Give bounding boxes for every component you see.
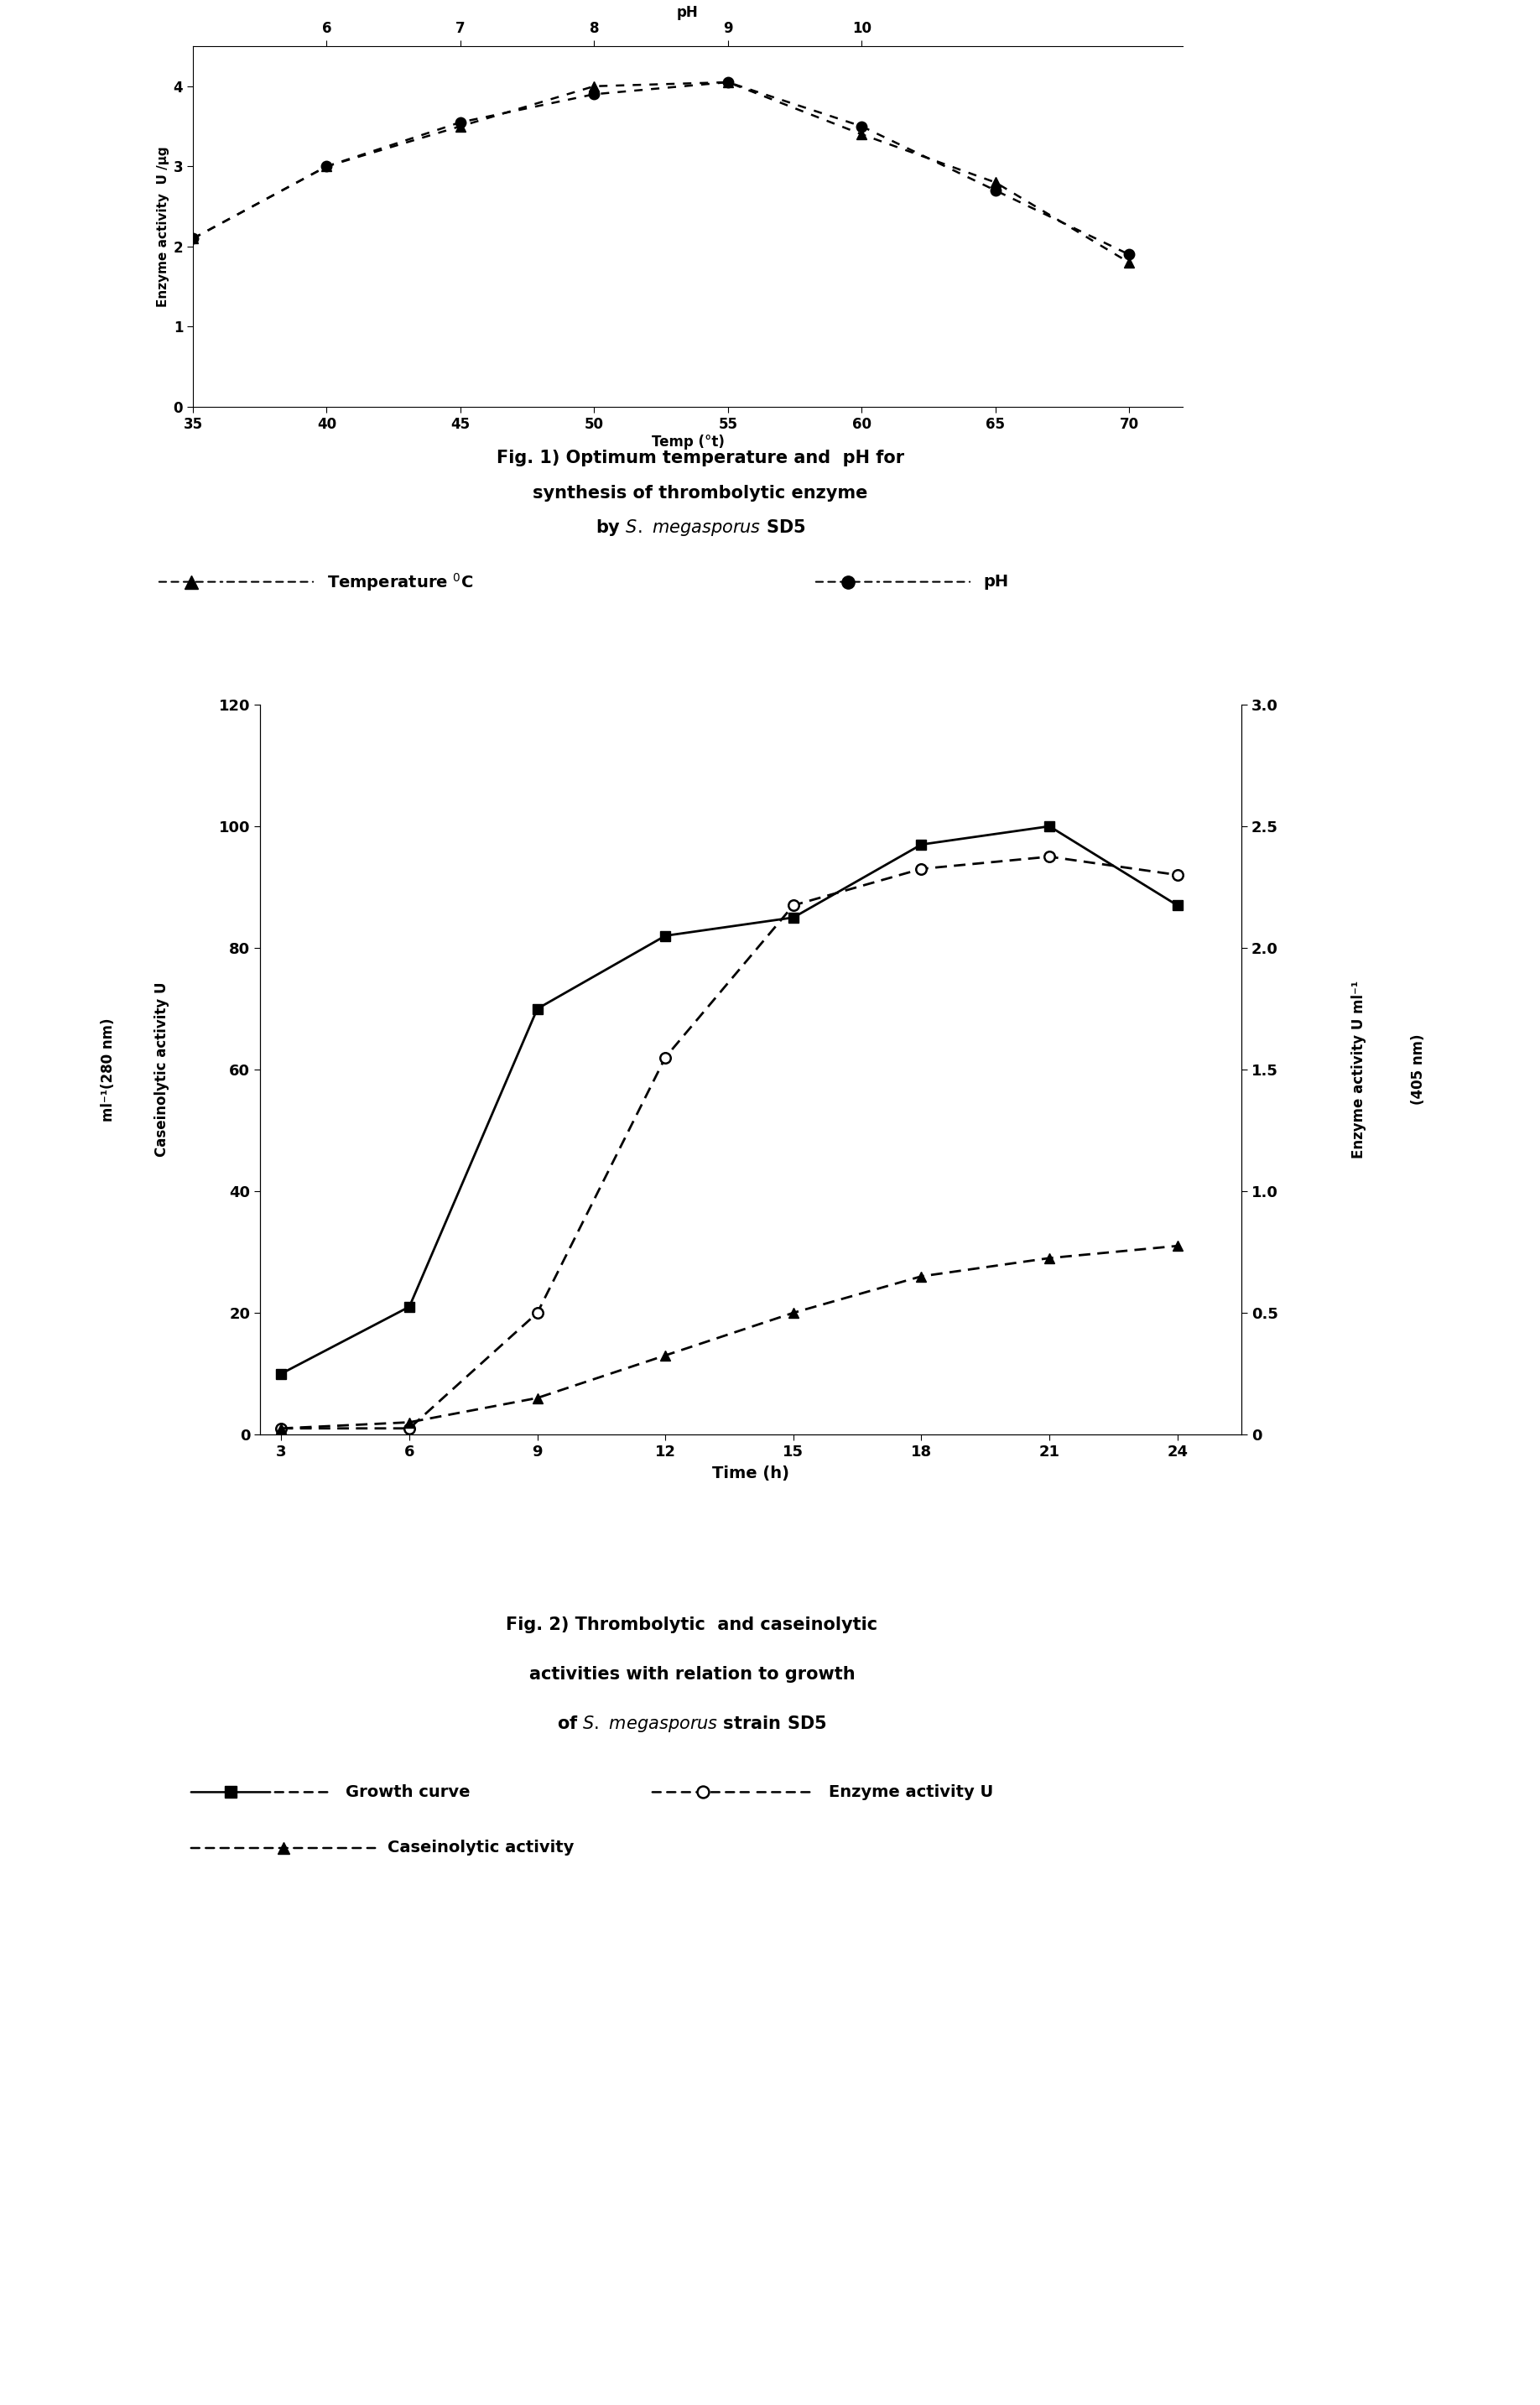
Text: (405 nm): (405 nm) (1411, 1034, 1426, 1104)
X-axis label: Temp (°t): Temp (°t) (651, 435, 724, 450)
X-axis label: pH: pH (678, 5, 699, 19)
Text: synthesis of thrombolytic enzyme: synthesis of thrombolytic enzyme (533, 486, 869, 503)
Text: Temperature $^0$C: Temperature $^0$C (326, 570, 473, 592)
Text: of $\mathit{S.}$ $\mathit{megasporus}$ strain SD5: of $\mathit{S.}$ $\mathit{megasporus}$ s… (557, 1715, 827, 1734)
Text: Growth curve: Growth curve (347, 1785, 471, 1799)
Text: Fig. 2) Thrombolytic  and caseinolytic: Fig. 2) Thrombolytic and caseinolytic (507, 1616, 878, 1633)
Text: by $\mathit{S.}$ $\mathit{megasporus}$ SD5: by $\mathit{S.}$ $\mathit{megasporus}$ S… (596, 517, 805, 539)
Text: ml⁻¹(280 nm): ml⁻¹(280 nm) (100, 1017, 116, 1121)
Text: activities with relation to growth: activities with relation to growth (530, 1667, 855, 1684)
Text: Fig. 1) Optimum temperature and  pH for: Fig. 1) Optimum temperature and pH for (496, 450, 904, 467)
Text: Caseinolytic activity: Caseinolytic activity (388, 1840, 574, 1857)
Text: Caseinolytic activity U: Caseinolytic activity U (154, 981, 169, 1157)
X-axis label: Time (h): Time (h) (711, 1465, 790, 1481)
Text: Enzyme activity U: Enzyme activity U (829, 1785, 993, 1799)
Text: Enzyme activity U ml⁻¹: Enzyme activity U ml⁻¹ (1352, 981, 1366, 1159)
Y-axis label: Enzyme activity  U /µg: Enzyme activity U /µg (157, 147, 169, 308)
Text: pH: pH (984, 575, 1009, 589)
